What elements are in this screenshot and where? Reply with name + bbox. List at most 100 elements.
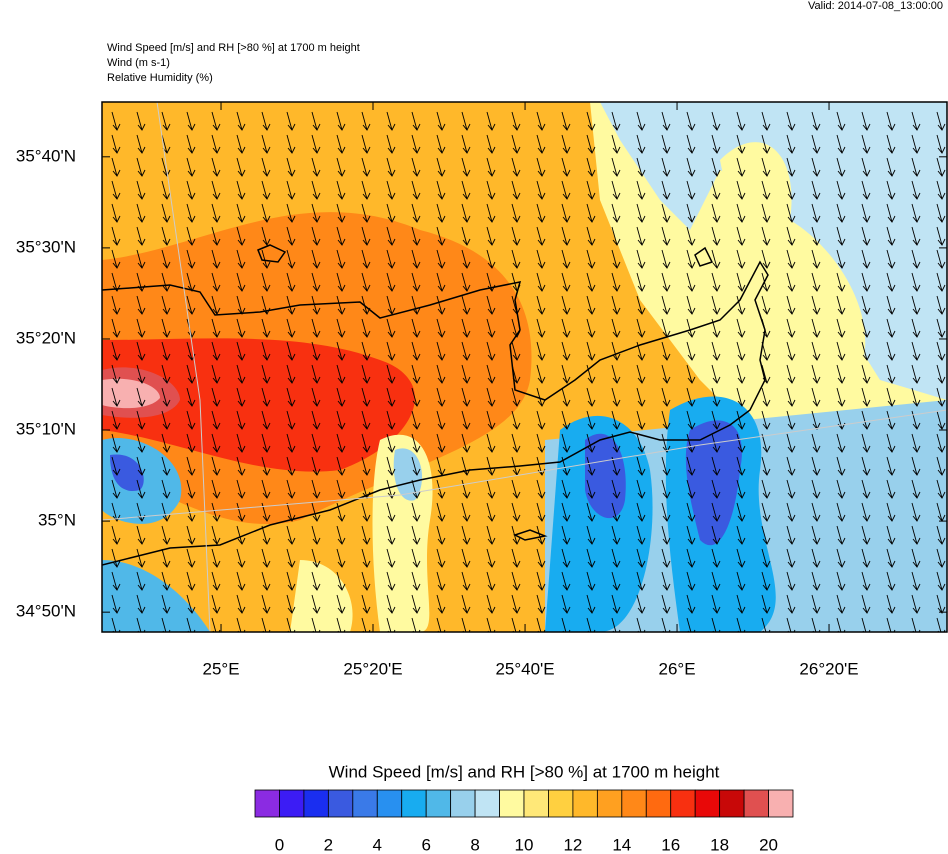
wind-arrow [161,479,171,499]
wind-arrow [936,180,946,200]
wind-arrow [886,410,896,430]
header-line: Wind Speed [m/s] and RH [>80 %] at 1700 … [107,42,360,54]
wind-arrow [261,180,271,200]
wind-arrow [411,479,421,499]
wind-arrow [936,410,946,430]
wind-arrow [136,456,146,476]
wind-arrow [636,525,646,545]
wind-arrow [536,433,546,453]
wind-arrow [236,203,246,223]
wind-arrow [711,387,721,407]
wind-arrow [936,157,946,177]
wind-arrow [886,203,896,223]
wind-arrow [936,203,946,223]
wind-arrow [611,180,621,200]
wind-arrow [786,456,796,476]
wind-arrow [711,341,721,361]
wind-arrow [161,387,171,407]
wind-arrow [486,479,496,499]
wind-arrow [411,295,421,315]
wind-arrow [286,479,296,499]
wind-arrow [561,341,571,361]
wind-arrow [161,410,171,430]
wind-arrow [586,226,596,246]
wind-arrow [736,203,746,223]
wind-arrow [536,502,546,522]
colorbar-box [621,789,647,818]
colorbar-tick-label: 2 [324,835,333,854]
wind-arrow [436,180,446,200]
wind-arrow [436,364,446,384]
wind-arrow [811,387,821,407]
wind-arrow [561,203,571,223]
wind-arrow [361,548,371,568]
wind-arrow [111,249,121,269]
coastlines [102,244,769,566]
wind-arrow [736,456,746,476]
wind-arrow [786,617,796,632]
lon-tick-label: 25°E [202,659,239,678]
wind-arrow [611,295,621,315]
wind-arrow [311,157,321,177]
wind-arrow [861,295,871,315]
wind-arrow [711,272,721,292]
colorbar-box [670,789,696,818]
wind-arrow [811,364,821,384]
wind-arrow [611,387,621,407]
wind-arrow [636,502,646,522]
wind-arrow [761,134,771,154]
wind-arrow [911,180,921,200]
wind-arrow [686,617,696,632]
wind-arrow [736,272,746,292]
wind-arrow [161,594,171,614]
wind-arrow [236,456,246,476]
wind-arrow [861,272,871,292]
wind-arrow [411,525,421,545]
wind-arrow [511,180,521,200]
wind-arrow [586,157,596,177]
wind-arrow [236,295,246,315]
wind-arrow [586,571,596,591]
wind-arrow [736,111,746,131]
wind-arrow [286,295,296,315]
wind-arrow [811,203,821,223]
wind-arrow [536,295,546,315]
wind-arrow [436,479,446,499]
lat-tick-label: 35°20'N [16,328,76,347]
wind-arrow [761,594,771,614]
wind-arrow [186,111,196,131]
wind-arrow [111,157,121,177]
wind-arrow [861,341,871,361]
wind-arrow [836,318,846,338]
wind-arrow [286,617,296,632]
wind-arrow [236,571,246,591]
wind-arrow [486,341,496,361]
wind-arrow [311,134,321,154]
wind-arrow [211,548,221,568]
wind-arrow [436,525,446,545]
wind-arrow [561,272,571,292]
wind-arrow [311,341,321,361]
wind-arrow [461,203,471,223]
wind-arrow [711,295,721,315]
wind-arrow [261,456,271,476]
wind-arrow [386,203,396,223]
wind-arrow [386,134,396,154]
colorbar-box [768,789,794,818]
wind-arrow [936,295,946,315]
wind-arrow [736,479,746,499]
colorbar-tick-label: 16 [661,835,680,854]
colorbar-box [474,789,500,818]
wind-arrow [761,387,771,407]
wind-arrow [186,433,196,453]
wind-arrow [161,203,171,223]
wind-arrow [386,249,396,269]
wind-arrow [136,295,146,315]
wind-arrow [611,502,621,522]
wind-arrow [336,249,346,269]
wind-arrow [236,134,246,154]
wind-arrow [636,272,646,292]
wind-arrow [261,134,271,154]
wind-arrow [461,249,471,269]
wind-arrow [261,594,271,614]
